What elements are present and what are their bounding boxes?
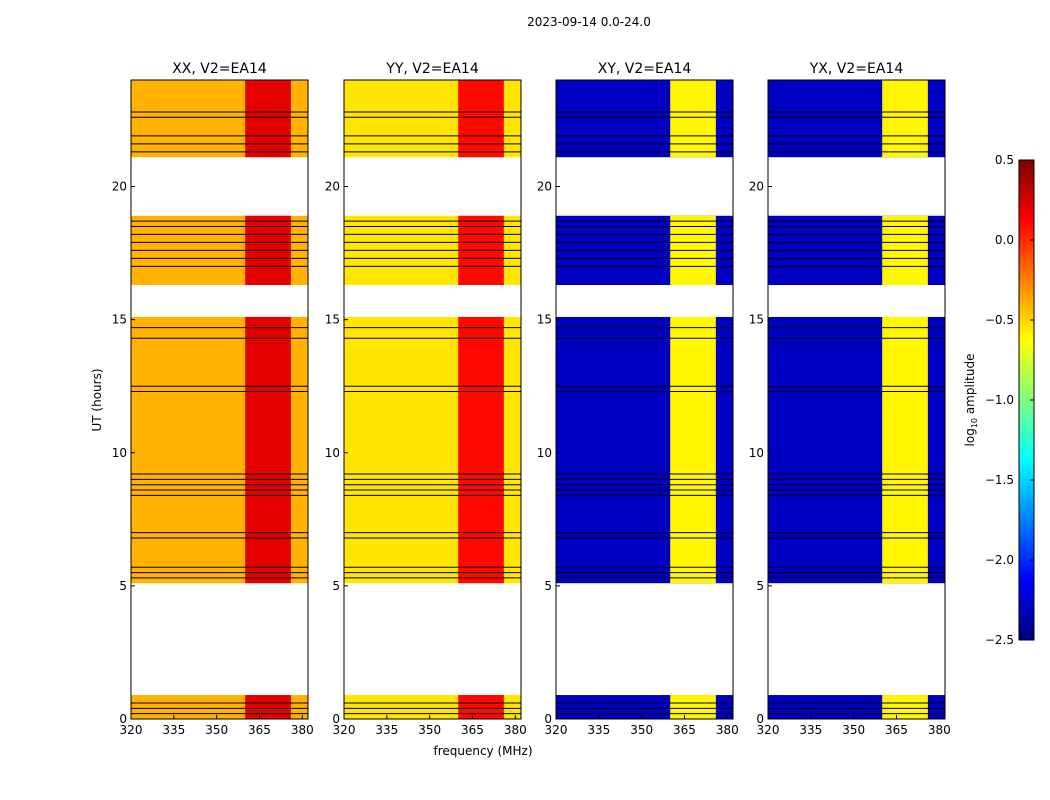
panel-title: YY, V2=EA14 [385,61,479,77]
colorbar-tick-label: −1.5 [985,473,1014,487]
y-tick-label: 20 [325,180,340,194]
x-tick-label: 365 [461,723,484,737]
x-tick-label: 320 [333,723,356,737]
y-tick-label: 5 [119,579,127,593]
x-tick-label: 350 [418,723,441,737]
rfi-band-block [245,80,291,158]
colorbar-tick-label: −1.0 [985,393,1014,407]
panel-title: XY, V2=EA14 [598,61,692,77]
x-tick-label: 335 [375,723,398,737]
y-axis-label: UT (hours) [90,368,104,431]
y-tick-label: 15 [112,313,127,327]
x-tick-label: 350 [205,723,228,737]
figure-suptitle: 2023-09-14 0.0-24.0 [527,15,651,29]
x-tick-label: 365 [248,723,271,737]
x-tick-label: 380 [716,723,739,737]
y-tick-label: 10 [537,446,552,460]
x-tick-label: 320 [757,723,780,737]
rfi-band-block [882,316,928,584]
rfi-band-block [458,316,504,584]
x-tick-label: 335 [587,723,610,737]
y-tick-label: 0 [119,712,127,726]
panel-frame [767,79,946,720]
y-tick-label: 15 [537,313,552,327]
colorbar-label: log10 amplitude [963,354,979,447]
rfi-band-block [245,316,291,584]
colorbar: 0.5 0.0 −0.5 −1.0 −1.5 −2.0 −2.5 [985,153,1035,647]
y-tick-label: 10 [112,446,127,460]
rfi-band-block [245,695,291,719]
panel-1: XX, V2=EA14 320 335 350 365 380 0 5 10 15 20 [112,61,314,737]
y-tick-label: 0 [544,712,552,726]
panel-title: YX, V2=EA14 [809,61,904,77]
colorbar-tick-label: −2.5 [985,633,1014,647]
y-tick-label: 5 [544,579,552,593]
y-tick-label: 15 [749,313,764,327]
x-tick-label: 350 [842,723,865,737]
x-tick-label: 380 [928,723,951,737]
x-tick-label: 380 [291,723,314,737]
panel-frame [343,79,522,720]
rfi-band-block [670,316,716,584]
y-tick-label: 15 [325,313,340,327]
rfi-band-block [458,80,504,158]
y-tick-label: 20 [112,180,127,194]
y-tick-label: 10 [749,446,764,460]
x-tick-label: 365 [885,723,908,737]
x-tick-label: 335 [799,723,822,737]
panel-4: YX, V2=EA14 320 335 350 365 380 0 5 10 15 20 [749,61,951,737]
y-tick-label: 20 [749,180,764,194]
panel-2: YY, V2=EA14 320 335 350 365 380 0 5 10 15 20 [325,61,527,737]
colorbar-tick-label: 0.5 [995,153,1014,167]
x-tick-label: 335 [162,723,185,737]
x-tick-label: 320 [545,723,568,737]
y-tick-label: 5 [332,579,340,593]
panel-3: XY, V2=EA14 320 335 350 365 380 0 5 10 15 20 [537,61,739,737]
y-tick-label: 0 [756,712,764,726]
y-tick-label: 20 [537,180,552,194]
rfi-band-block [670,80,716,158]
rfi-band-block [670,695,716,719]
y-tick-label: 5 [756,579,764,593]
y-tick-label: 0 [332,712,340,726]
panel-frame [130,79,309,720]
rfi-band-block [458,695,504,719]
colorbar-tick-label: −2.0 [985,553,1014,567]
rfi-band-block [882,695,928,719]
x-axis-label: frequency (MHz) [433,744,532,758]
colorbar-tick-label: 0.0 [995,233,1014,247]
x-tick-label: 365 [673,723,696,737]
x-tick-label: 320 [120,723,143,737]
panel-title: XX, V2=EA14 [172,61,267,77]
x-tick-label: 350 [630,723,653,737]
x-tick-label: 380 [504,723,527,737]
rfi-band-block [882,80,928,158]
colorbar-tick-label: −0.5 [985,313,1014,327]
y-tick-label: 10 [325,446,340,460]
panel-frame [555,79,734,720]
